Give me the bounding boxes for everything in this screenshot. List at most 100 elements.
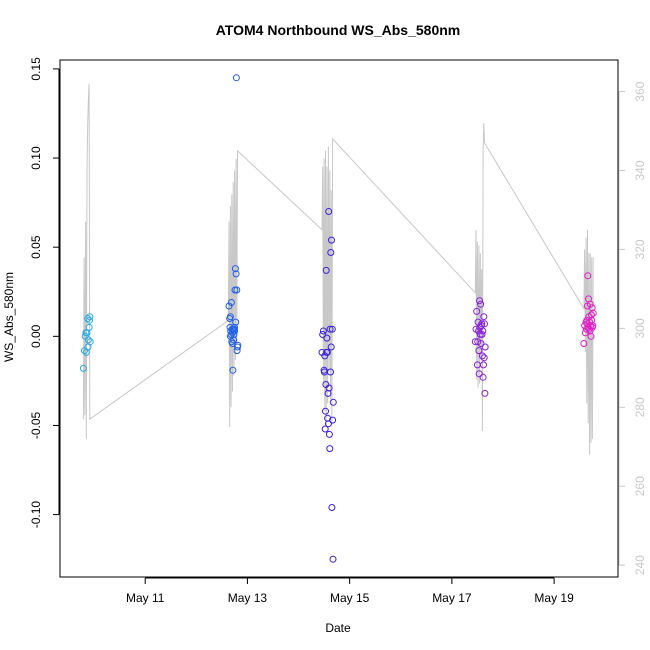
scatter-point-group-4 <box>479 373 487 381</box>
scatter-point-group-5 <box>588 316 596 324</box>
right-axis-tick-label: 360 <box>633 81 647 101</box>
scatter-point-group-3 <box>326 325 334 333</box>
scatter-point-group-4 <box>481 320 488 328</box>
x-tick-label: May 15 <box>330 591 370 605</box>
scatter-point-group-1 <box>86 338 94 346</box>
scatter-point-group-1 <box>86 313 94 321</box>
scatter-point-group-3 <box>328 325 336 333</box>
scatter-point-group-5 <box>586 300 594 308</box>
y-tick-label: 0.15 <box>29 57 43 81</box>
scatter-point-group-2 <box>229 366 237 374</box>
scatter-point-group-2 <box>231 323 239 331</box>
right-axis-tick-label: 300 <box>633 318 647 338</box>
chart-title: ATOM4 Northbound WS_Abs_580nm <box>216 22 461 38</box>
scatter-point-group-5 <box>589 309 597 317</box>
scatter-point-group-2 <box>232 318 240 326</box>
points-layer <box>79 74 597 563</box>
right-axis-tick-label: 320 <box>633 239 647 259</box>
scatter-point-group-2 <box>225 302 233 310</box>
scatter-point-group-4 <box>475 327 482 335</box>
scatter-point-group-3 <box>319 327 327 335</box>
scatter-point-group-1 <box>84 315 92 322</box>
right-axis-tick-label: 340 <box>633 160 647 180</box>
scatter-point-group-4 <box>480 313 488 321</box>
scatter-point-group-4 <box>478 352 486 360</box>
scatter-point-group-2 <box>233 286 241 294</box>
scatter-point-group-4 <box>478 331 486 338</box>
axes-layer: May 11 May 13 May 15 May 17 May 19 -0.10 -0.05… <box>29 57 647 605</box>
scatter-point-group-3 <box>323 348 331 356</box>
scatter-point-group-3 <box>329 416 337 424</box>
scatter-point-group-4 <box>479 327 487 335</box>
scatter-point-group-4 <box>481 389 489 397</box>
scatter-point-group-4 <box>478 320 486 328</box>
scatter-point-group-1 <box>86 316 93 324</box>
plot-frame <box>59 59 619 578</box>
scatter-point-group-2 <box>233 347 241 355</box>
right-axis-tick-label: 280 <box>633 397 647 417</box>
scatter-point-group-3 <box>327 368 334 376</box>
scatter-point-group-5 <box>587 322 595 330</box>
scatter-point-group-3 <box>319 331 327 338</box>
scatter-point-group-2 <box>227 299 235 306</box>
scatter-point-group-2 <box>230 331 238 338</box>
scatter-point-group-5 <box>584 272 592 280</box>
x-axis-label: Date <box>325 621 351 635</box>
scatter-point-group-5 <box>589 322 597 330</box>
scatter-point-group-1 <box>81 347 88 355</box>
scatter-point-group-4 <box>473 307 481 315</box>
scatter-point-group-4 <box>477 340 485 347</box>
scatter-point-group-3 <box>322 266 330 274</box>
scatter-point-group-3 <box>329 398 337 406</box>
scatter-point-group-3 <box>328 504 336 511</box>
scatter-point-group-2 <box>231 265 239 273</box>
scatter-point-group-4 <box>475 347 483 355</box>
right-axis-line-series <box>82 83 594 455</box>
scatter-point-group-5 <box>587 332 595 340</box>
x-tick-label: May 17 <box>432 591 472 605</box>
y-tick-label: -0.10 <box>29 501 43 529</box>
y-axis-label: WS_Abs_580nm <box>2 272 16 362</box>
scatter-point-group-2 <box>232 74 240 82</box>
scatter-point-group-5 <box>581 329 589 337</box>
scatter-point-group-4 <box>475 370 483 378</box>
scatter-point-group-5 <box>586 327 594 335</box>
x-tick-label: May 19 <box>534 591 574 605</box>
scatter-point-group-4 <box>481 343 489 351</box>
scatter-point-group-4 <box>476 297 484 305</box>
scatter-point-group-2 <box>232 270 240 278</box>
scatter-point-group-3 <box>322 407 329 415</box>
scatter-point-group-3 <box>328 236 335 244</box>
scatter-point-group-4 <box>480 361 487 369</box>
x-tick-label: May 13 <box>228 591 268 605</box>
scatter-point-group-3 <box>325 430 333 438</box>
scatter-point-group-3 <box>327 343 335 351</box>
scatter-point-group-5 <box>587 311 595 319</box>
scatter-point-group-1 <box>84 336 92 344</box>
scatter-point-group-2 <box>226 313 234 321</box>
scatter-point-group-3 <box>326 445 334 453</box>
y-tick-label: 0.05 <box>29 235 43 259</box>
scatter-point-group-3 <box>324 420 332 428</box>
right-axis-tick-label: 240 <box>633 555 647 575</box>
scatter-point-group-3 <box>329 555 337 563</box>
scatter-point-group-2 <box>226 332 234 340</box>
scatter-point-group-3 <box>325 384 333 392</box>
y-tick-label: -0.05 <box>29 411 43 439</box>
scatter-point-group-3 <box>321 425 329 433</box>
scatter-point-group-2 <box>231 327 239 335</box>
scatter-point-group-3 <box>327 249 335 256</box>
scatter-point-group-1 <box>85 323 93 331</box>
y-tick-label: 0.00 <box>29 324 43 348</box>
scatter-point-group-1 <box>79 364 87 372</box>
line-series-layer <box>82 83 594 455</box>
scatter-point-group-3 <box>323 334 331 342</box>
y-tick-label: 0.10 <box>29 146 43 170</box>
scatter-point-group-3 <box>325 208 333 215</box>
scatter-point-group-4 <box>477 300 485 308</box>
right-axis-tick-label: 260 <box>633 476 647 496</box>
scatter-point-group-2 <box>229 340 236 347</box>
scatter-point-group-4 <box>480 354 488 362</box>
